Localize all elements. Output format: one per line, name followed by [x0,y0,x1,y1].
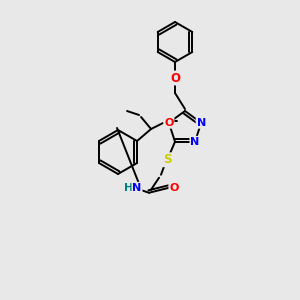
Text: H: H [124,183,134,193]
Text: O: O [164,118,173,128]
Text: O: O [170,71,180,85]
Text: O: O [169,183,179,193]
Text: N: N [132,183,142,193]
Text: N: N [196,118,206,128]
Text: S: S [163,153,171,166]
Text: N: N [190,137,200,147]
